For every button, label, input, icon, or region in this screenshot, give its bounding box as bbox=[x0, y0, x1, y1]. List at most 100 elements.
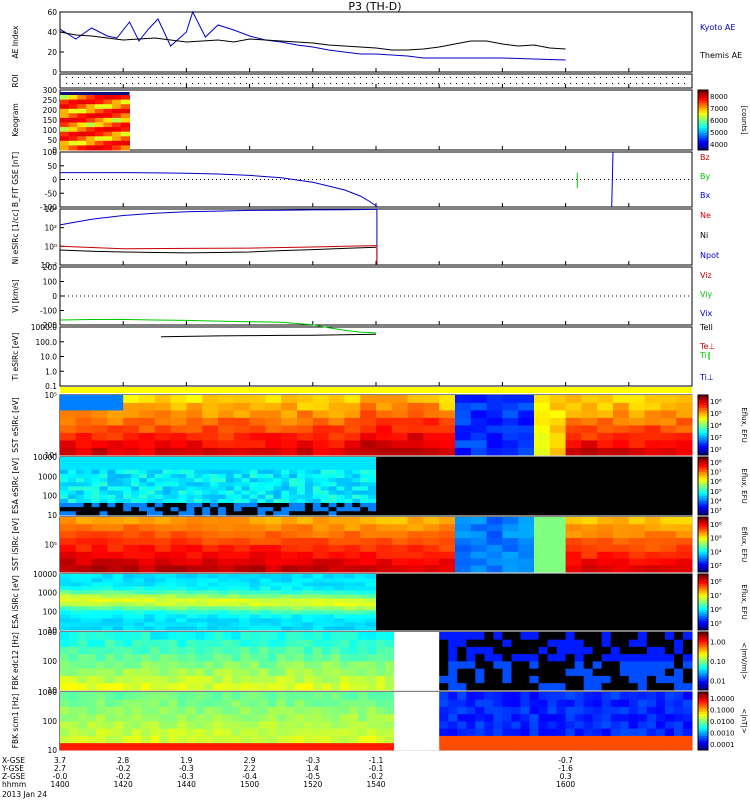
fbk_scm-cell bbox=[457, 692, 467, 700]
fbk_scm-cell bbox=[673, 721, 684, 729]
fbk_scm-cell bbox=[60, 706, 70, 715]
esa_i-cell bbox=[491, 590, 503, 595]
esa_i-cell bbox=[354, 606, 366, 611]
sst_e-cell bbox=[60, 447, 77, 456]
sst_i-cell bbox=[249, 530, 266, 539]
esa_e-cell bbox=[415, 490, 424, 495]
sst_e-cell bbox=[123, 402, 140, 411]
fbk_scm-cell bbox=[105, 706, 115, 715]
sst_i-cell bbox=[202, 551, 219, 559]
esa_e-cell bbox=[210, 481, 219, 487]
esa_e-cell bbox=[636, 469, 645, 474]
esa_i-cell bbox=[123, 606, 135, 611]
fbk_scm-cell bbox=[511, 728, 521, 736]
esa_e-cell bbox=[660, 457, 669, 462]
fbk_scm-cell bbox=[664, 728, 675, 736]
density-ytick-label: 10⁴ bbox=[44, 205, 57, 214]
ae-series-themisae bbox=[59, 31, 566, 51]
esa_e-cell bbox=[273, 490, 282, 495]
fbk_scm-cell bbox=[628, 728, 639, 736]
sst_e-cell bbox=[265, 417, 282, 426]
sst_i-cell bbox=[218, 517, 235, 525]
sst_e-cell bbox=[297, 447, 314, 456]
sst_e-cell bbox=[376, 395, 393, 403]
esa_e-cell bbox=[510, 465, 519, 470]
esa_e-cell bbox=[660, 465, 669, 470]
esa_e-cell bbox=[336, 494, 345, 499]
esa_e-colorbar-step bbox=[698, 505, 708, 509]
esa_e-cell bbox=[202, 465, 211, 470]
fbk_edc-cell bbox=[114, 632, 124, 640]
fbk_scm-cell bbox=[538, 742, 548, 751]
esa_e-cell bbox=[486, 510, 495, 516]
esa_e-cell bbox=[344, 481, 353, 487]
esa_e-cell bbox=[91, 465, 100, 470]
esa_e-colorbar-tick: 10⁶ bbox=[710, 478, 722, 486]
esa_i-cell bbox=[618, 578, 630, 583]
esa_e-cell bbox=[249, 473, 258, 479]
fbk_scm-cell bbox=[222, 706, 232, 715]
sst_e-cell bbox=[455, 425, 472, 433]
fbk_edc-cell bbox=[637, 675, 648, 684]
esa_e-cell bbox=[383, 465, 393, 470]
keogram-colorbar-tick: 4000 bbox=[710, 141, 728, 149]
esa_e-cell bbox=[107, 461, 116, 466]
esa_e-cell bbox=[376, 461, 385, 466]
esa_i-cell bbox=[218, 582, 229, 587]
esa_e-cell bbox=[423, 461, 432, 466]
sst_i-cell bbox=[597, 530, 614, 539]
fbk_scm-cell bbox=[592, 742, 603, 751]
sst_e-cell bbox=[549, 425, 566, 433]
esa_e-cell bbox=[91, 510, 100, 516]
sst_e-cell bbox=[218, 395, 235, 403]
fbk_scm-cell bbox=[466, 721, 476, 729]
esa_e-cell bbox=[565, 486, 574, 491]
esa_e-cell bbox=[257, 490, 266, 495]
esa_i-cell bbox=[102, 610, 114, 615]
esa_e-cell bbox=[557, 481, 566, 487]
esa_i-cell bbox=[597, 586, 609, 591]
roi-dot bbox=[180, 83, 181, 84]
fbk_edc-cell bbox=[646, 653, 657, 662]
roi-dot bbox=[564, 77, 565, 78]
esa_i-cell bbox=[165, 590, 177, 595]
esa_e-cell bbox=[241, 486, 250, 491]
time-column-value: -0.7 bbox=[558, 756, 573, 765]
fbk_scm-cell bbox=[430, 692, 440, 700]
esa_i-cell bbox=[397, 586, 408, 591]
sst_e-cell bbox=[644, 402, 661, 411]
sst_i-cell bbox=[170, 558, 187, 566]
sst_i-cell bbox=[233, 530, 250, 539]
esa_e-cell bbox=[154, 510, 164, 516]
sst_i-cell bbox=[297, 544, 314, 552]
keogram-cell bbox=[94, 136, 104, 142]
esa_e-cell bbox=[115, 486, 124, 491]
time-column-value: -0.4 bbox=[242, 772, 257, 781]
esa_e-cell bbox=[391, 457, 401, 462]
esa_i-cell bbox=[60, 578, 71, 583]
fbk_scm-cell bbox=[457, 742, 467, 751]
esa_e-cell bbox=[565, 490, 574, 495]
esa_i-cell bbox=[586, 582, 598, 587]
esa_e-cell bbox=[360, 457, 369, 462]
esa_e-cell bbox=[249, 494, 258, 499]
fbk_scm-cell bbox=[348, 692, 359, 700]
sst_e-colorbar-step bbox=[698, 425, 708, 428]
esa_e-cell bbox=[241, 506, 250, 512]
esa_i-cell bbox=[196, 606, 208, 611]
sst_e-cell bbox=[628, 440, 645, 448]
fbk_edc-cell bbox=[619, 675, 630, 684]
esa_e-cell bbox=[589, 457, 598, 462]
esa_i-cell bbox=[239, 622, 250, 627]
esa_i-cell bbox=[354, 622, 366, 627]
fbk_edc-cell bbox=[502, 646, 512, 655]
esa_i-cell bbox=[260, 606, 272, 611]
esa_e-cell bbox=[510, 481, 519, 487]
sst_i-cell bbox=[60, 551, 77, 559]
fbk_scm-cell bbox=[655, 713, 666, 722]
fbk_scm-cell bbox=[321, 742, 332, 751]
sst_i-colorbar-step bbox=[698, 539, 708, 543]
esa_e-cell bbox=[502, 477, 511, 483]
esa_e-cell bbox=[597, 506, 606, 512]
esa_e-cell bbox=[478, 498, 487, 503]
